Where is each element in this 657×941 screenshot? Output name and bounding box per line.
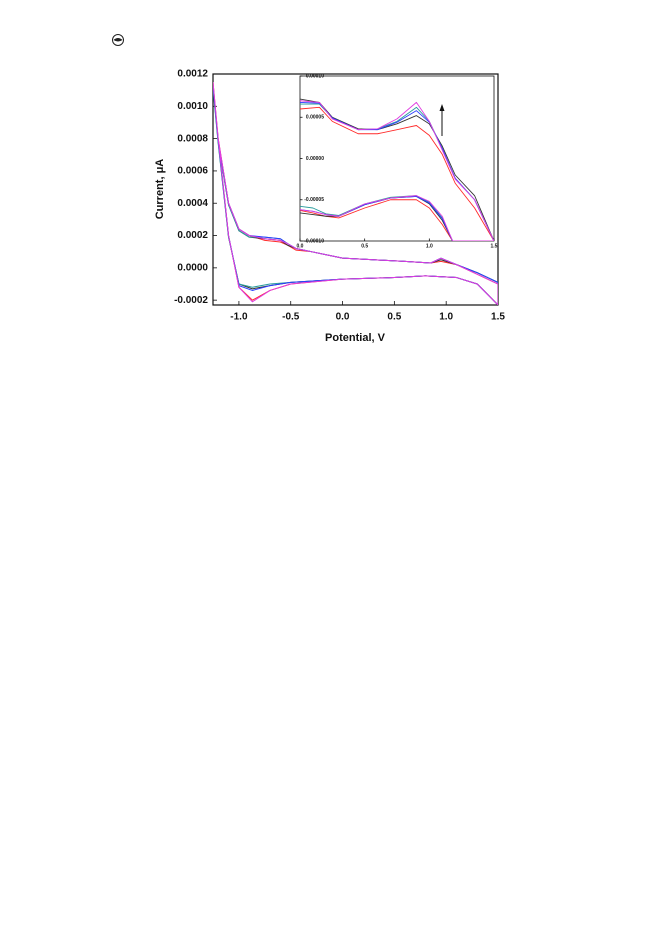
plot-area bbox=[213, 82, 498, 305]
x-tick-label: 1.5 bbox=[491, 312, 505, 323]
x-tick-label: 0.0 bbox=[297, 243, 304, 249]
x-axis-label: Potential, V bbox=[325, 332, 386, 344]
x-tick-label: 1.5 bbox=[491, 243, 498, 249]
y-tick-label: 0.0012 bbox=[177, 69, 208, 80]
y-tick-label: 0.0006 bbox=[177, 166, 208, 177]
page-icon bbox=[112, 34, 124, 46]
y-tick-label: 0.0008 bbox=[177, 133, 208, 144]
inset-arrow bbox=[439, 104, 445, 136]
x-tick-label: 0.0 bbox=[336, 312, 350, 323]
x-tick-label: 1.0 bbox=[439, 312, 453, 323]
y-tick-label: 0.0004 bbox=[177, 198, 208, 209]
inset-plot-frame bbox=[299, 75, 495, 242]
y-tick-label: 0.0002 bbox=[177, 230, 208, 241]
x-tick-label: -0.5 bbox=[282, 312, 300, 323]
y-tick-label: 0.00000 bbox=[306, 156, 324, 162]
y-tick-label: 0.0000 bbox=[177, 262, 208, 273]
x-tick-label: -1.0 bbox=[230, 312, 248, 323]
y-tick-label: -0.00010 bbox=[304, 238, 324, 244]
y-tick-label: 0.0010 bbox=[177, 101, 208, 112]
inset-chart: 0.00010 0.00005 0.00000 -0.00005 -0.000100.0… bbox=[297, 73, 498, 249]
main-chart: 0.00120.00100.00080.00060.00040.00020.00… bbox=[174, 69, 505, 323]
plot-area bbox=[300, 98, 494, 241]
x-tick-label: 1.0 bbox=[426, 243, 433, 249]
x-tick-label: 0.5 bbox=[387, 312, 401, 323]
y-tick-label: -0.0002 bbox=[174, 295, 208, 306]
y-tick-label: 0.00005 bbox=[306, 115, 324, 121]
cv-curve bbox=[300, 100, 494, 241]
y-tick-label: 0.00010 bbox=[306, 73, 324, 79]
y-axis-label: Current, μA bbox=[154, 159, 166, 220]
x-tick-label: 0.5 bbox=[361, 243, 368, 249]
cv-curve bbox=[213, 82, 498, 305]
cv-curve bbox=[300, 106, 494, 241]
y-tick-label: -0.00005 bbox=[304, 197, 324, 203]
main-plot-frame bbox=[212, 73, 499, 306]
